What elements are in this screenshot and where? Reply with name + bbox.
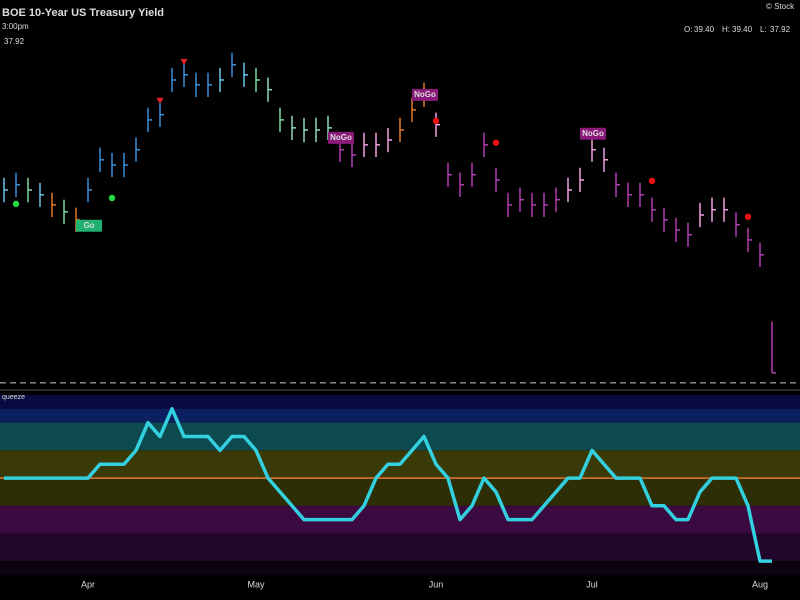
ohlc-value: 39.40: [732, 25, 753, 34]
ohlc-label: H:: [722, 25, 730, 34]
signal-label: NoGo: [330, 133, 352, 142]
marker-triangle: [180, 58, 188, 65]
marker-dot: [648, 177, 656, 185]
signal-box: [328, 131, 354, 144]
oscillator-line: [4, 407, 772, 563]
time-label: 3:00pm: [2, 22, 29, 31]
signal-box: [76, 219, 102, 232]
signal-label: NoGo: [582, 129, 604, 138]
marker-dot: [432, 117, 440, 125]
marker-dot: [108, 194, 116, 202]
marker-dot: [12, 200, 20, 208]
last-value: 37.92: [4, 37, 25, 46]
x-tick-label: May: [247, 579, 265, 589]
band: [0, 408, 800, 423]
x-tick-label: Apr: [81, 579, 95, 589]
signal-box: [412, 88, 438, 101]
ohlc-value: 39.40: [694, 25, 715, 34]
source: © Stock: [766, 2, 795, 11]
band: [0, 561, 800, 575]
chart-title: BOE 10-Year US Treasury Yield: [2, 7, 164, 19]
ohlc-label: L:: [760, 25, 767, 34]
signal-label: Go: [83, 221, 94, 230]
x-tick-label: Aug: [752, 579, 768, 589]
marker-dot: [744, 213, 752, 220]
ohlc-value: 37.92: [770, 25, 791, 34]
band: [0, 533, 800, 562]
band: [0, 395, 800, 409]
marker-triangle: [156, 97, 164, 104]
marker-dot: [492, 139, 500, 146]
panel-label: queeze: [2, 394, 25, 401]
signal-box: [580, 127, 606, 140]
band: [0, 422, 800, 451]
x-tick-label: Jul: [586, 579, 598, 589]
band: [0, 478, 800, 506]
signal-label: NoGo: [414, 90, 436, 99]
ohlc-label: O:: [684, 25, 692, 34]
x-tick-label: Jun: [429, 579, 444, 589]
